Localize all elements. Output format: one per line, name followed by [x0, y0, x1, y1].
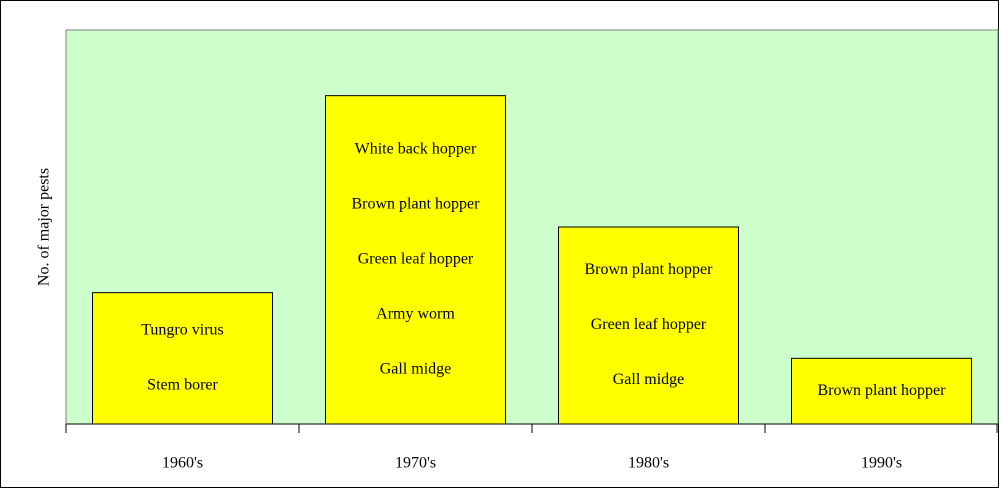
bar-label: Stem borer — [147, 377, 218, 394]
bar — [92, 292, 273, 425]
bar-label: White back hopper — [355, 141, 477, 158]
bar-label: Gall midge — [613, 371, 685, 388]
bar-label: Brown plant hopper — [585, 261, 714, 278]
x-tick-label: 1960's — [162, 455, 203, 472]
x-tick-label: 1970's — [395, 455, 436, 472]
bar-label: Army worm — [376, 306, 455, 323]
bar — [325, 95, 506, 425]
bar-label: Brown plant hopper — [352, 196, 481, 213]
y-axis-label: No. of major pests — [36, 168, 53, 286]
bar-label: Brown plant hopper — [818, 382, 947, 399]
x-tick-label: 1990's — [861, 455, 902, 472]
bar — [791, 357, 972, 425]
bar-label: Gall midge — [380, 361, 452, 378]
bar-label: Green leaf hopper — [591, 316, 707, 333]
bar — [558, 226, 739, 425]
bar-label: Green leaf hopper — [358, 251, 474, 268]
x-tick-label: 1980's — [628, 455, 669, 472]
bar-label: Tungro virus — [141, 322, 224, 339]
